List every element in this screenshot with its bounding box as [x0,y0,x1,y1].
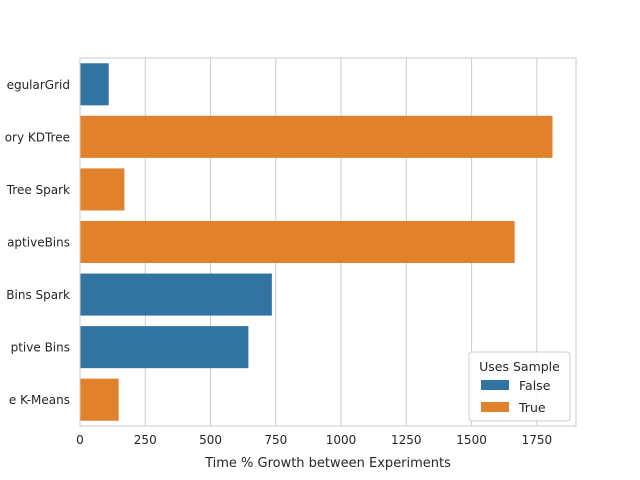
x-tick-label: 1750 [522,433,553,447]
y-tick-label: ptive Bins [11,341,70,355]
y-tick-label: aptiveBins [7,236,70,250]
y-tick-labels: egularGrid ory KDTree Tree Spark aptiveBins… [5,78,70,407]
plot-frame [79,57,577,427]
legend-swatch-false [481,380,509,390]
legend: Uses Sample False True [468,351,571,422]
x-tick-label: 500 [199,433,222,447]
y-tick-label: egularGrid [7,78,70,92]
x-tick-labels: 0 250 500 750 1000 1250 1500 1750 [76,433,552,447]
bar-kdtree-spark [80,168,125,211]
x-axis-label: Time % Growth between Experiments [204,456,451,471]
bar-adaptivebins-spark [80,273,272,316]
x-tick-label: 0 [76,433,84,447]
bars [80,63,553,421]
x-tick-label: 1250 [391,433,422,447]
legend-label-true: True [518,400,546,415]
x-tick-label: 1000 [326,433,357,447]
y-tick-label: Bins Spark [6,288,70,302]
x-tick-label: 1500 [456,433,487,447]
bar-adaptivebins [80,220,515,264]
y-tick-label: e K-Means [9,393,70,407]
legend-title: Uses Sample [479,359,560,374]
legend-label-false: False [519,378,551,393]
bar-sample-k-means [80,378,119,421]
x-tick-label: 750 [264,433,287,447]
bar-adaptive-bins [80,326,249,369]
y-tick-label: ory KDTree [5,130,70,144]
y-tick-label: Tree Spark [6,183,70,197]
bar-regulargrid [80,63,109,106]
bar-memory-kdtree [80,115,553,158]
x-tick-label: 250 [134,433,157,447]
legend-swatch-true [481,402,509,412]
